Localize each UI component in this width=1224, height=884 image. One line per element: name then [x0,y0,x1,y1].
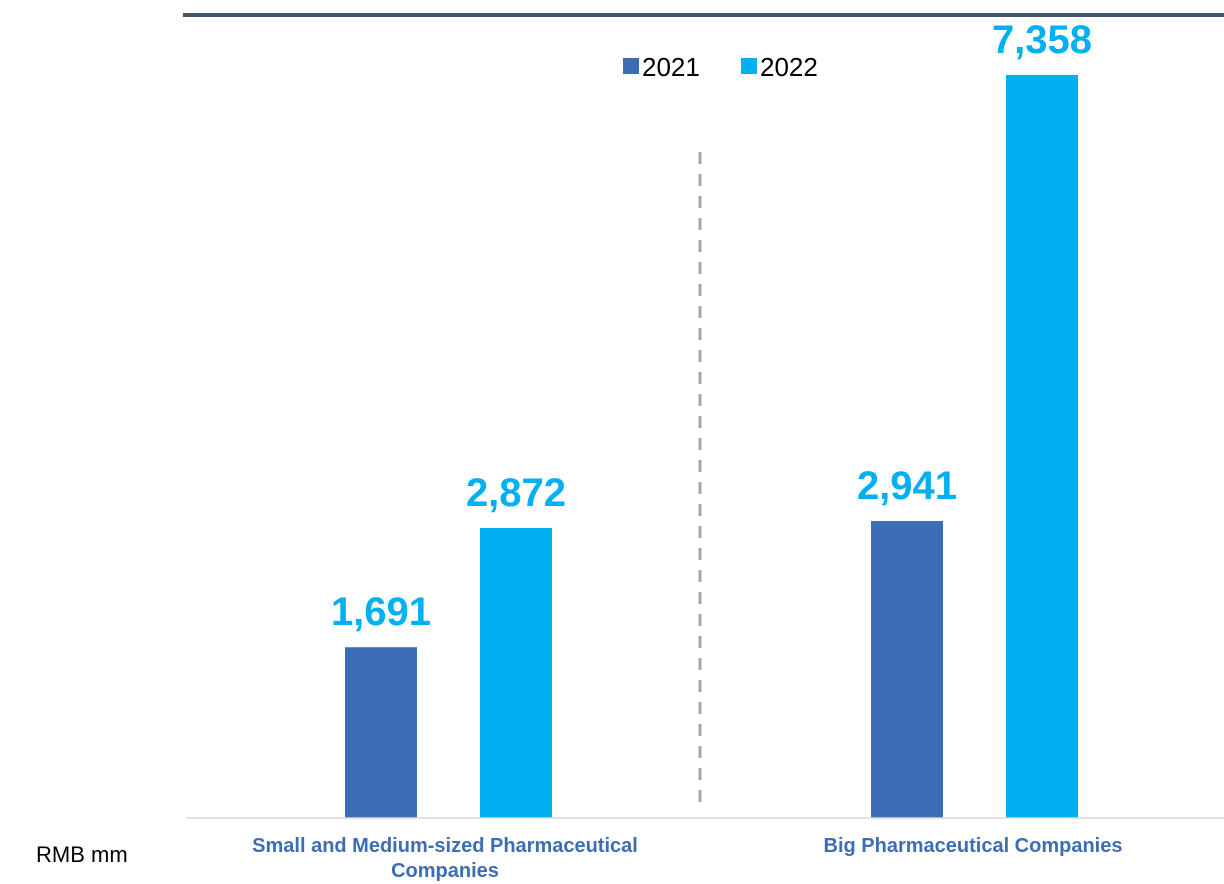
data-label-2022-0: 2,872 [466,471,566,515]
legend-swatch-2022 [741,58,757,74]
bar-2022-1 [1006,74,1078,818]
legend-label-2021: 2021 [642,52,700,82]
bar-2021-0 [345,647,417,818]
legend-label-2022: 2022 [760,52,818,82]
category-label-0: Small and Medium-sized Pharmaceutical Com… [252,835,638,882]
legend-swatch-2021 [623,58,639,74]
value-labels: 1,691 2,941 2,872 7,358 [331,18,1092,634]
bar-2022-0 [480,527,552,818]
legend: 2021 2022 [623,52,818,82]
data-label-2021-1: 2,941 [857,464,957,508]
data-label-2022-1: 7,358 [992,18,1092,62]
bars [345,74,1078,818]
unit-label: RMB mm [36,842,128,867]
category-labels: Small and Medium-sized Pharmaceutical Com… [252,835,1122,882]
category-label-1: Big Pharmaceutical Companies [824,835,1123,857]
bar-2021-1 [871,520,943,818]
data-label-2021-0: 1,691 [331,590,431,634]
